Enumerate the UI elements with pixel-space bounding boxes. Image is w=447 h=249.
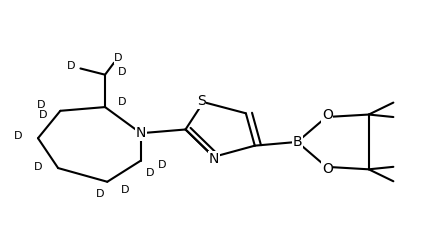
Text: D: D [118, 97, 127, 107]
Text: D: D [13, 131, 22, 141]
Text: O: O [322, 162, 333, 176]
Text: B: B [292, 135, 302, 149]
Text: D: D [96, 189, 105, 199]
Text: S: S [197, 94, 206, 108]
Text: D: D [66, 61, 75, 71]
Text: D: D [114, 53, 123, 63]
Text: D: D [39, 110, 48, 120]
Text: D: D [34, 162, 42, 172]
Text: O: O [322, 108, 333, 122]
Text: D: D [145, 168, 154, 178]
Text: D: D [158, 160, 167, 170]
Text: N: N [135, 126, 146, 140]
Text: N: N [208, 152, 219, 166]
Text: D: D [121, 186, 130, 195]
Text: D: D [37, 100, 46, 110]
Text: D: D [118, 67, 127, 77]
